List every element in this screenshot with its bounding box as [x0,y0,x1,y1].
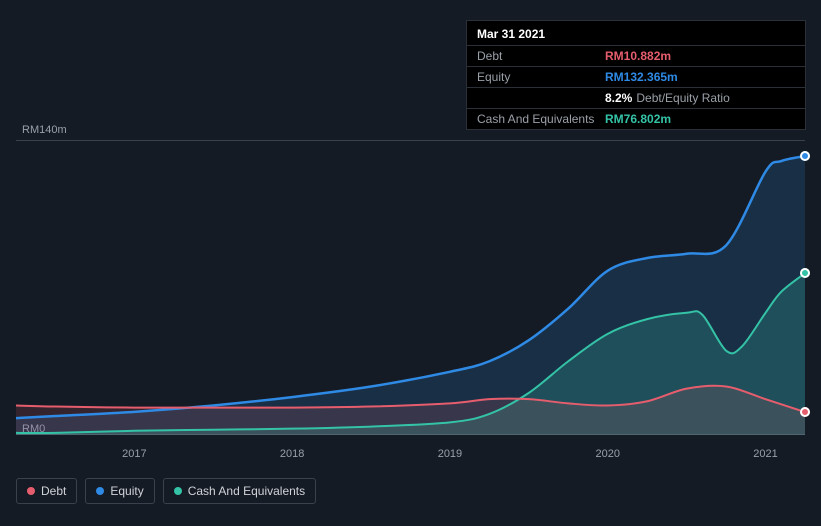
tooltip-sublabel: Debt/Equity Ratio [636,91,729,105]
data-tooltip: Mar 31 2021 DebtRM10.882mEquityRM132.365… [466,20,806,130]
tooltip-row: EquityRM132.365m [467,66,805,87]
y-tick-max: RM140m [22,124,67,136]
legend-item-debt[interactable]: Debt [16,478,77,504]
tooltip-label [477,91,605,105]
tooltip-date: Mar 31 2021 [467,21,805,45]
legend-dot-cash [174,487,182,495]
tooltip-label: Debt [477,49,605,63]
legend-label: Cash And Equivalents [188,484,305,498]
x-tick: 2018 [280,448,304,460]
x-tick: 2020 [596,448,620,460]
x-tick: 2019 [438,448,462,460]
tooltip-label: Cash And Equivalents [477,112,605,126]
tooltip-label: Equity [477,70,605,84]
legend: Debt Equity Cash And Equivalents [16,478,316,504]
end-marker-cash-and-equivalents [800,268,810,278]
x-tick: 2021 [753,448,777,460]
legend-item-cash[interactable]: Cash And Equivalents [163,478,316,504]
tooltip-value: 8.2% [605,91,632,105]
tooltip-row: DebtRM10.882m [467,45,805,66]
x-tick: 2017 [122,448,146,460]
tooltip-value: RM132.365m [605,70,678,84]
chart-svg [16,140,805,435]
tooltip-value: RM76.802m [605,112,671,126]
tooltip-row: Cash And EquivalentsRM76.802m [467,108,805,129]
legend-label: Debt [41,484,66,498]
end-marker-equity [800,151,810,161]
tooltip-value: RM10.882m [605,49,671,63]
legend-dot-equity [96,487,104,495]
tooltip-row: 8.2% Debt/Equity Ratio [467,87,805,108]
legend-dot-debt [27,487,35,495]
legend-label: Equity [110,484,143,498]
chart-container: Mar 31 2021 DebtRM10.882mEquityRM132.365… [0,0,821,526]
legend-item-equity[interactable]: Equity [85,478,154,504]
end-marker-debt [800,407,810,417]
